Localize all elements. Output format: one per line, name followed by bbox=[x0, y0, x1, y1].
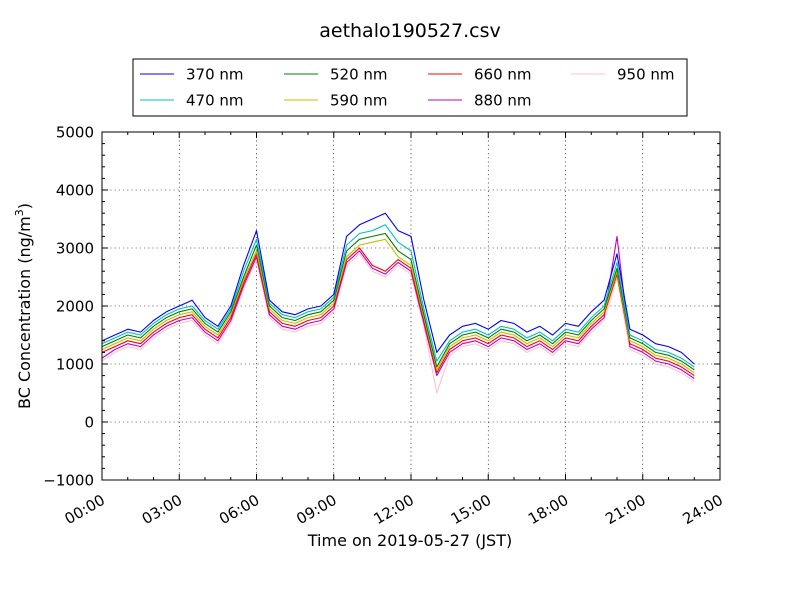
series-line-470-nm bbox=[102, 224, 695, 368]
chart-title: aethalo190527.csv bbox=[319, 20, 501, 42]
series-line-880-nm bbox=[102, 235, 695, 379]
series-line-660-nm bbox=[102, 247, 695, 377]
y-tick-label: 1000 bbox=[56, 356, 94, 374]
series-line-520-nm bbox=[102, 232, 695, 371]
y-axis-label-superscript: 3 bbox=[13, 209, 26, 216]
y-axis-tick-labels: −1000 0 1000 2000 3000 4000 5000 bbox=[43, 124, 94, 490]
y-tick-label: −1000 bbox=[43, 472, 94, 490]
y-axis-label-close: ) bbox=[15, 203, 34, 209]
legend-label: 520 nm bbox=[330, 66, 388, 84]
legend-label: 370 nm bbox=[186, 66, 244, 84]
series-line-370-nm bbox=[102, 212, 695, 365]
legend-label: 590 nm bbox=[330, 92, 388, 110]
y-tick-label: 2000 bbox=[56, 298, 94, 316]
legend-label: 470 nm bbox=[186, 92, 244, 110]
x-axis-label: Time on 2019-05-27 (JST) bbox=[307, 531, 512, 550]
y-tick-label: 3000 bbox=[56, 240, 94, 258]
series-layer bbox=[102, 212, 695, 394]
y-tick-label: 0 bbox=[84, 414, 94, 432]
plot-frame bbox=[101, 131, 721, 481]
y-axis-label: BC Concentration (ng/m3) bbox=[13, 203, 34, 409]
legend-label: 880 nm bbox=[474, 92, 532, 110]
y-tick-label: 5000 bbox=[56, 124, 94, 142]
y-axis-label-main: BC Concentration (ng/m bbox=[15, 216, 34, 409]
legend-label: 660 nm bbox=[474, 66, 532, 84]
y-tick-label: 4000 bbox=[56, 182, 94, 200]
series-line-590-nm bbox=[102, 238, 695, 374]
legend: 370 nm 470 nm 520 nm 590 nm 660 nm 880 nm 950 … bbox=[132, 58, 688, 117]
legend-box bbox=[132, 58, 688, 117]
series-line-950-nm bbox=[102, 253, 695, 394]
legend-label: 950 nm bbox=[617, 66, 675, 84]
legend-items: 370 nm 470 nm 520 nm 590 nm 660 nm 880 nm 950 … bbox=[140, 66, 675, 110]
plot-area bbox=[101, 131, 721, 481]
